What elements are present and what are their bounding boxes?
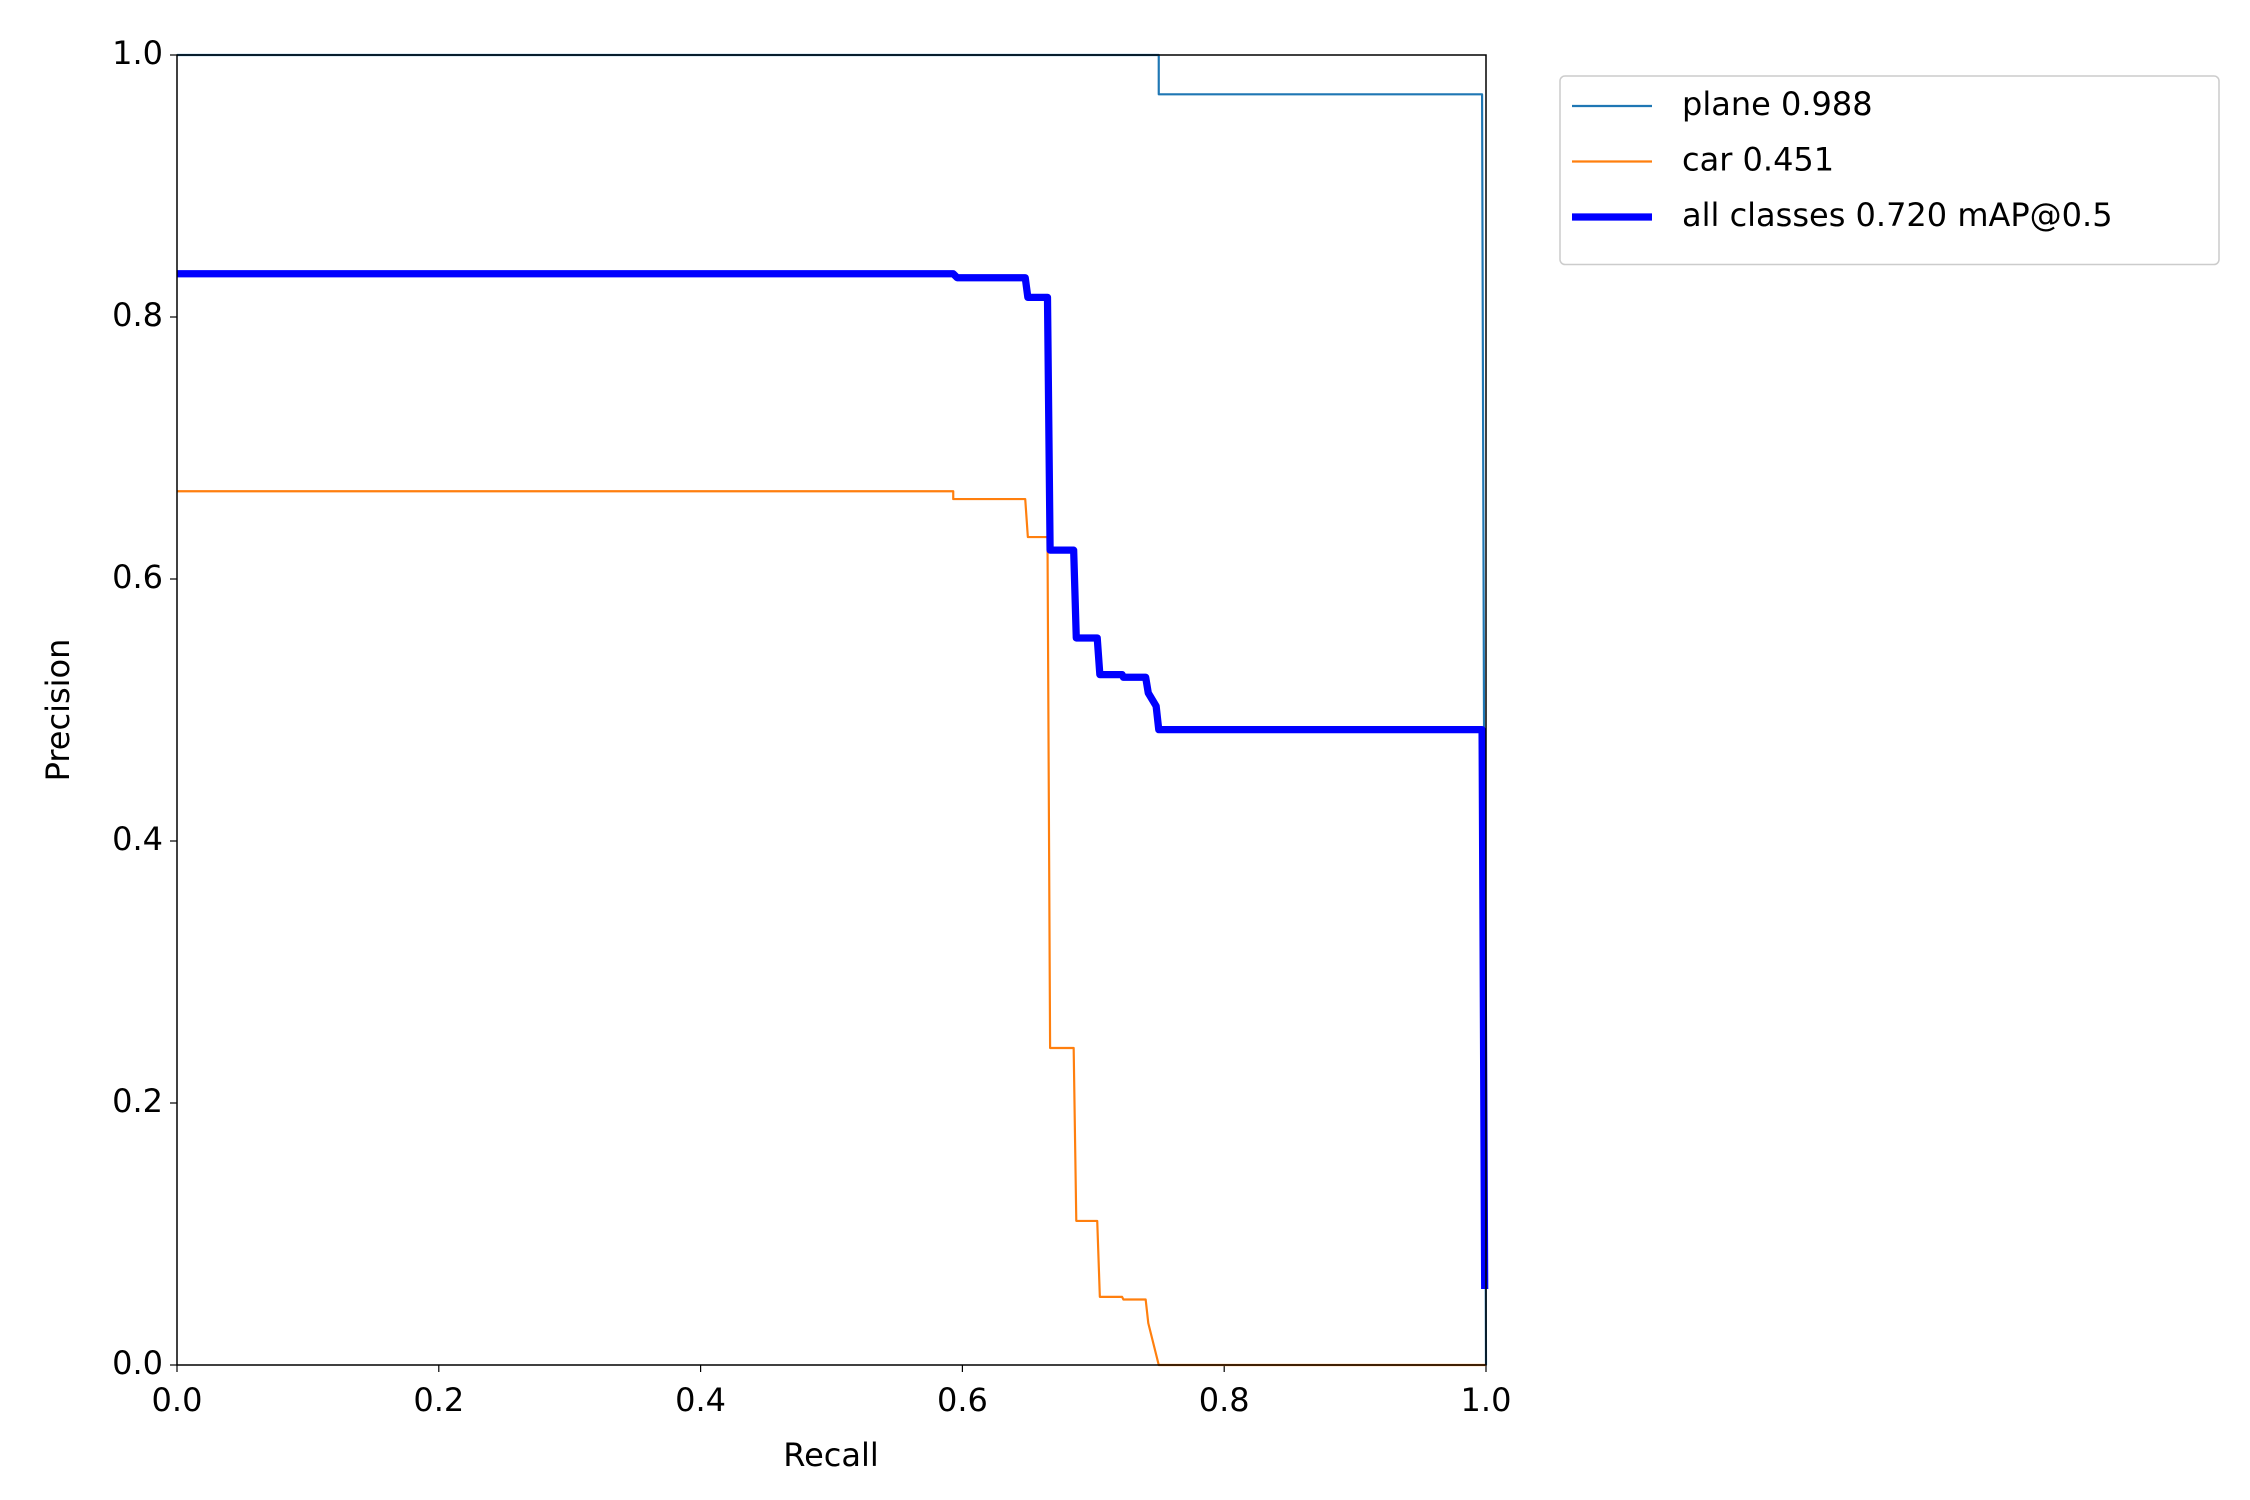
y-tick-label: 0.2 bbox=[112, 1082, 163, 1120]
x-tick-label: 0.8 bbox=[1199, 1381, 1250, 1419]
plot-frame bbox=[176, 54, 1487, 1366]
y-tick-label: 0.6 bbox=[112, 558, 163, 596]
legend-label: plane 0.988 bbox=[1682, 85, 1873, 123]
legend-box bbox=[1559, 75, 2220, 266]
x-tick-label: 0.2 bbox=[413, 1381, 464, 1419]
x-axis-label: Recall bbox=[783, 1436, 878, 1474]
y-axis-label: Precision bbox=[39, 639, 77, 782]
pr-curve bbox=[177, 270, 1489, 1290]
x-tick-label: 0.0 bbox=[152, 1381, 203, 1419]
pr-curve bbox=[177, 490, 1486, 1367]
x-tick-label: 0.4 bbox=[675, 1381, 726, 1419]
pr-curve bbox=[177, 53, 1488, 1366]
y-tick-label: 1.0 bbox=[112, 34, 163, 72]
y-tick-label: 0.4 bbox=[112, 820, 163, 858]
y-tick-label: 0.8 bbox=[112, 296, 163, 334]
x-tick-label: 0.6 bbox=[937, 1381, 988, 1419]
y-tick-label: 0.0 bbox=[112, 1344, 163, 1382]
legend-label: all classes 0.720 mAP@0.5 bbox=[1682, 196, 2113, 234]
legend-label: car 0.451 bbox=[1682, 141, 1834, 179]
x-tick-label: 1.0 bbox=[1461, 1381, 1512, 1419]
